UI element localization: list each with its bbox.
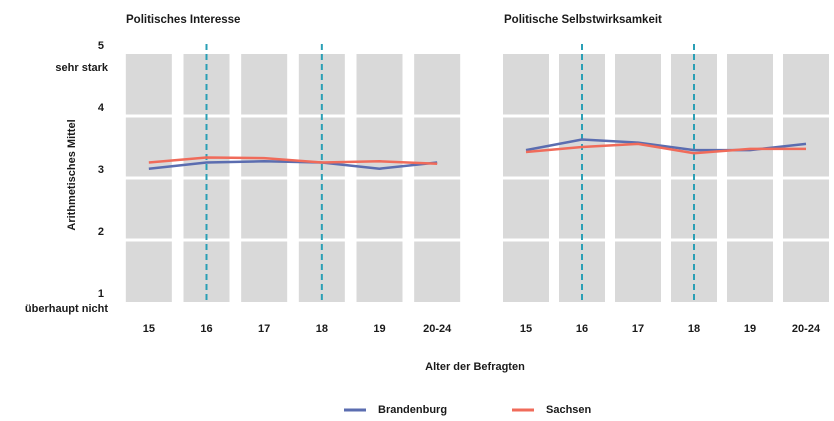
y-tick-label: 1 <box>98 288 104 300</box>
x-tick-label: 20-24 <box>423 323 452 335</box>
x-tick-label: 17 <box>632 323 644 335</box>
y-tick-label: 3 <box>98 164 104 176</box>
x-tick-label: 17 <box>258 323 270 335</box>
x-tick-label: 16 <box>200 323 212 335</box>
series-line <box>148 156 438 165</box>
x-axis-label: Alter der Befragten <box>425 361 525 373</box>
panel-title: Politisches Interesse <box>126 14 240 26</box>
x-tick-label: 15 <box>520 323 532 335</box>
panel-title: Politische Selbstwirksamkeit <box>504 14 662 26</box>
x-tick-label: 18 <box>688 323 700 335</box>
y-top-note: sehr stark <box>55 62 108 74</box>
x-tick-label: 18 <box>316 323 328 335</box>
x-tick-label: 16 <box>576 323 588 335</box>
legend-label: Brandenburg <box>378 404 447 416</box>
y-tick-label: 4 <box>98 102 105 114</box>
legend-label: Sachsen <box>546 404 592 416</box>
series-line <box>525 142 806 155</box>
y-axis-label: Arithmetisches Mittel <box>66 119 78 230</box>
y-tick-label: 2 <box>98 226 104 238</box>
y-tick-label: 5 <box>98 40 104 52</box>
x-tick-label: 15 <box>143 323 155 335</box>
x-tick-label: 19 <box>744 323 756 335</box>
x-tick-label: 20-24 <box>792 323 821 335</box>
series-line <box>148 160 438 170</box>
y-bottom-note: überhaupt nicht <box>25 303 108 315</box>
x-tick-label: 19 <box>373 323 385 335</box>
